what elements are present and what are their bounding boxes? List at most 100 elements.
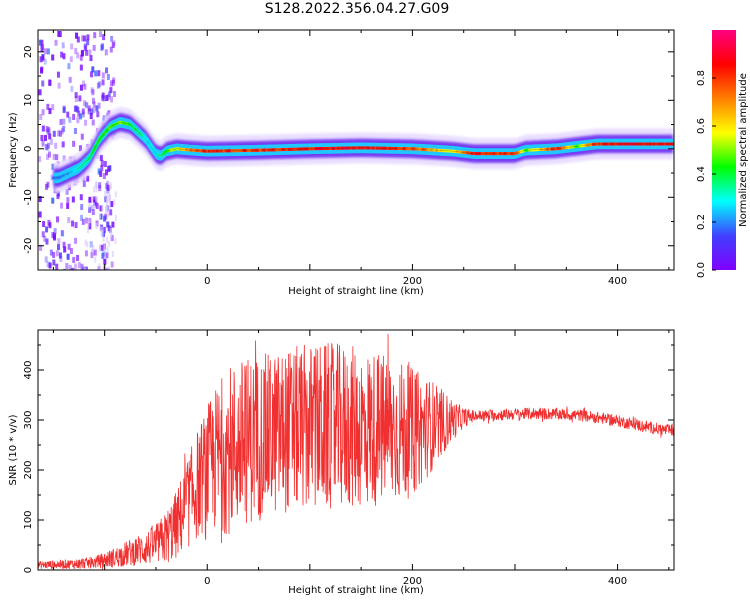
spectrogram-noise-cell (57, 130, 61, 137)
spectrogram-noise-cell (84, 119, 88, 126)
spectrogram-noise-cell (63, 268, 67, 270)
spectrogram-noise-cell (44, 144, 48, 151)
spectrogram-noise-cell (86, 39, 90, 46)
spectrogram-y-tick-label: -20 (23, 238, 34, 254)
spectrogram-noise-cell (44, 135, 48, 142)
spectrogram-noise-cell (89, 113, 93, 120)
spectrogram-noise-cell (79, 113, 83, 120)
spectrogram-noise-cell (61, 141, 65, 148)
spectrogram-noise-cell (111, 79, 115, 86)
spectrogram-noise-cell (55, 154, 59, 161)
spectrogram-noise-cell (101, 252, 105, 259)
colorbar-tick-label: 0.6 (696, 118, 707, 134)
spectrogram-noise-cell (46, 261, 50, 268)
spectrogram-noise-cell (86, 241, 89, 248)
spectrogram-y-tick-label: -10 (23, 189, 34, 205)
spectrogram-noise-cell (92, 107, 96, 114)
spectrogram-noise-cell (62, 125, 66, 132)
spectrogram-noise-cell (39, 56, 43, 63)
colorbar (712, 30, 736, 270)
spectrogram-noise-cell (92, 101, 96, 108)
spectrogram-noise-cell (87, 108, 91, 115)
colorbar-tick-label: 0.0 (696, 262, 707, 278)
spectrogram-noise-cell (61, 230, 65, 237)
spectrogram-noise-cell (105, 201, 108, 208)
spectrogram-noise-cell (71, 220, 75, 227)
spectrogram-noise-cell (79, 194, 83, 201)
spectrogram-noise-cell (106, 197, 109, 204)
spectrogram-noise-cell (72, 256, 76, 263)
spectrogram-noise-cell (73, 127, 77, 134)
spectrogram-noise-cell (45, 126, 49, 133)
spectrogram-noise-cell (38, 211, 42, 218)
spectrogram-noise-cell (74, 222, 78, 229)
spectrogram-noise-cell (66, 197, 70, 204)
spectrogram-noise-cell (40, 45, 44, 52)
spectrogram-noise-cell (98, 182, 102, 189)
spectrogram-noise-cell (104, 196, 108, 203)
spectrogram-noise-cell (101, 72, 105, 79)
spectrogram-noise-cell (74, 48, 78, 55)
spectrogram-noise-cell (46, 181, 50, 188)
spectrogram-noise-cell (38, 89, 42, 96)
spectrogram-noise-cell (110, 261, 114, 268)
spectrogram-noise-cell (99, 170, 103, 177)
spectrogram-noise-cell (109, 182, 112, 189)
spectrogram-noise-cell (99, 154, 103, 161)
spectrogram-noise-cell (105, 252, 109, 259)
spectrogram-noise-cell (91, 119, 95, 126)
spectrogram-noise-cell (62, 155, 66, 162)
spectrogram-noise-cell (76, 117, 80, 124)
spectrogram-noise-cell (108, 266, 111, 270)
spectrogram-noise-cell (52, 232, 56, 239)
spectrogram-noise-cell (114, 191, 117, 198)
spectrogram-x-tick-label: 200 (403, 276, 422, 287)
spectrogram-noise-cell (70, 43, 74, 50)
spectrogram-noise-cell (40, 66, 44, 73)
spectrogram-noise-cell (86, 34, 90, 41)
spectrogram-noise-cell (106, 237, 109, 244)
spectrogram-noise-cell (52, 130, 56, 137)
spectrogram-noise-cell (56, 216, 60, 223)
spectrogram-noise-cell (75, 32, 79, 39)
spectrogram-noise-cell (109, 80, 113, 87)
spectrogram-noise-cell (88, 202, 91, 209)
spectrogram-noise-cell (57, 244, 61, 251)
spectrogram-noise-cell (97, 102, 101, 109)
spectrogram-noise-cell (72, 140, 76, 147)
spectrogram-noise-cell (46, 153, 50, 160)
spectrogram-y-tick-label: 0 (23, 146, 34, 152)
spectrogram-noise-cell (48, 133, 52, 140)
spectrogram-noise-cell (81, 266, 85, 270)
spectrogram-noise-cell (49, 138, 53, 145)
spectrogram-noise-cell (76, 52, 80, 59)
spectrogram-noise-cell (114, 215, 117, 222)
spectrogram-noise-cell (102, 34, 106, 41)
spectrogram-noise-cell (76, 106, 80, 113)
spectrogram-noise-cell (83, 83, 87, 90)
spectrogram-noise-cell (74, 96, 78, 103)
spectrogram-noise-cell (77, 110, 81, 117)
spectrogram-noise-cell (113, 91, 117, 98)
spectrogram-noise-cell (83, 100, 87, 107)
spectrogram-noise-cell (67, 217, 71, 224)
snr-y-tick-label: 400 (23, 360, 34, 379)
spectrogram-noise-cell (62, 241, 66, 248)
spectrogram-noise-cell (67, 243, 71, 250)
spectrogram-noise-cell (79, 54, 83, 61)
spectrogram-noise-cell (98, 31, 102, 38)
spectrogram-y-axis-label: Frequency (Hz) (8, 112, 19, 188)
spectrogram-noise-cell (91, 66, 95, 73)
spectrogram-x-tick-label: 0 (204, 276, 210, 287)
spectrogram-noise-cell (103, 244, 106, 251)
spectrogram-noise-cell (76, 36, 80, 43)
spectrogram-ridge-center (53, 122, 673, 179)
spectrogram-noise-cell (105, 268, 108, 270)
spectrogram-noise-cell (101, 226, 104, 233)
spectrogram-noise-cell (95, 186, 98, 193)
spectrogram-noise-cell (80, 204, 84, 211)
spectrogram-noise-cell (106, 184, 110, 191)
spectrogram-noise-cell (52, 153, 56, 160)
spectrogram-noise-cell (41, 140, 45, 147)
spectrogram-noise-cell (91, 97, 95, 104)
